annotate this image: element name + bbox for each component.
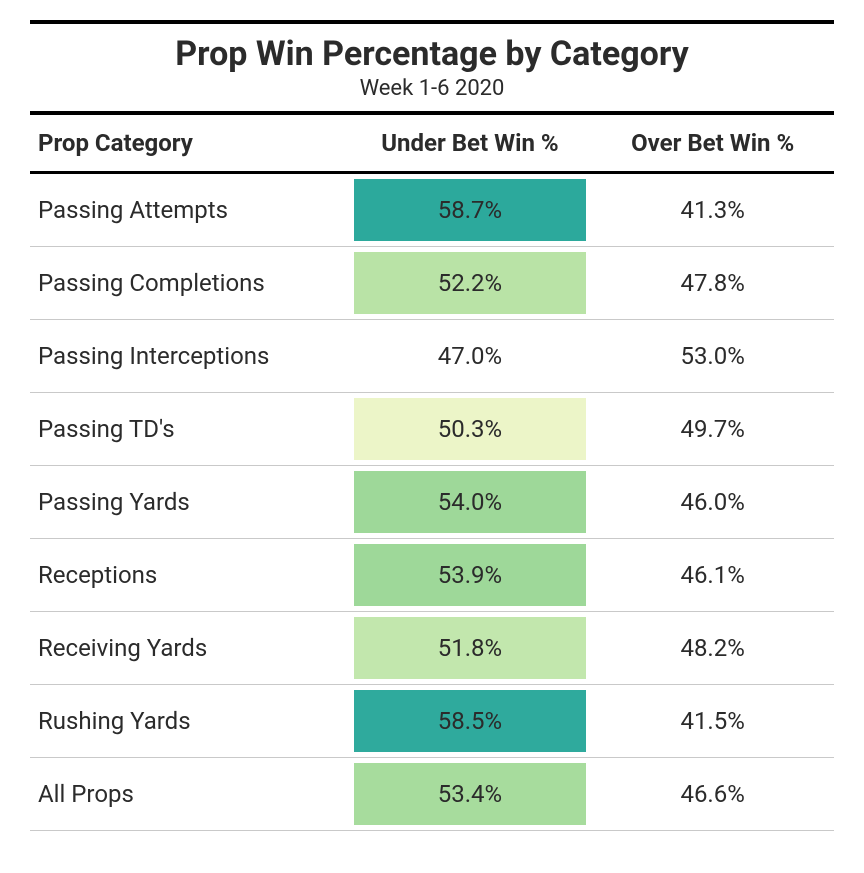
table-row: Passing Yards54.0%46.0%	[30, 466, 834, 539]
cell-over-value: 49.7%	[596, 398, 829, 460]
cell-under-value: 53.4%	[354, 763, 587, 825]
cell-under: 58.5%	[349, 685, 592, 758]
table-row: Rushing Yards58.5%41.5%	[30, 685, 834, 758]
cell-category: Passing Interceptions	[30, 320, 349, 393]
cell-over: 48.2%	[591, 612, 834, 685]
table-container: Prop Win Percentage by Category Week 1-6…	[0, 0, 864, 861]
cell-over-value: 41.3%	[596, 179, 829, 241]
cell-under: 58.7%	[349, 173, 592, 247]
cell-over-value: 46.6%	[596, 763, 829, 825]
cell-over: 49.7%	[591, 393, 834, 466]
cell-under-value: 58.7%	[354, 179, 587, 241]
cell-over: 46.6%	[591, 758, 834, 831]
table-row: Passing Completions52.2%47.8%	[30, 247, 834, 320]
cell-category: Passing TD's	[30, 393, 349, 466]
top-rule	[30, 20, 834, 24]
cell-under: 54.0%	[349, 466, 592, 539]
col-header-under: Under Bet Win %	[349, 113, 592, 173]
cell-over-value: 46.0%	[596, 471, 829, 533]
cell-over: 47.8%	[591, 247, 834, 320]
cell-over: 41.5%	[591, 685, 834, 758]
table-row: All Props53.4%46.6%	[30, 758, 834, 831]
cell-category: Receiving Yards	[30, 612, 349, 685]
cell-category: Passing Attempts	[30, 173, 349, 247]
cell-under-value: 54.0%	[354, 471, 587, 533]
cell-category: Rushing Yards	[30, 685, 349, 758]
table-row: Receptions53.9%46.1%	[30, 539, 834, 612]
cell-under-value: 47.0%	[354, 325, 587, 387]
cell-over-value: 53.0%	[596, 325, 829, 387]
header-row: Prop Category Under Bet Win % Over Bet W…	[30, 113, 834, 173]
cell-under: 53.4%	[349, 758, 592, 831]
cell-category: Receptions	[30, 539, 349, 612]
col-header-category: Prop Category	[30, 113, 349, 173]
cell-over-value: 41.5%	[596, 690, 829, 752]
cell-under: 50.3%	[349, 393, 592, 466]
cell-under-value: 51.8%	[354, 617, 587, 679]
table-body: Passing Attempts58.7%41.3%Passing Comple…	[30, 173, 834, 831]
cell-over: 53.0%	[591, 320, 834, 393]
cell-under: 51.8%	[349, 612, 592, 685]
cell-under: 52.2%	[349, 247, 592, 320]
cell-category: Passing Yards	[30, 466, 349, 539]
table-row: Passing Interceptions47.0%53.0%	[30, 320, 834, 393]
cell-under-value: 58.5%	[354, 690, 587, 752]
cell-over: 46.1%	[591, 539, 834, 612]
cell-over-value: 46.1%	[596, 544, 829, 606]
table-title: Prop Win Percentage by Category	[30, 34, 834, 74]
table-subtitle: Week 1-6 2020	[30, 76, 834, 101]
cell-under-value: 52.2%	[354, 252, 587, 314]
table-row: Passing TD's50.3%49.7%	[30, 393, 834, 466]
cell-over: 41.3%	[591, 173, 834, 247]
cell-under-value: 53.9%	[354, 544, 587, 606]
cell-over-value: 47.8%	[596, 252, 829, 314]
table-row: Receiving Yards51.8%48.2%	[30, 612, 834, 685]
cell-category: All Props	[30, 758, 349, 831]
table-row: Passing Attempts58.7%41.3%	[30, 173, 834, 247]
col-header-over: Over Bet Win %	[591, 113, 834, 173]
cell-under: 53.9%	[349, 539, 592, 612]
cell-under: 47.0%	[349, 320, 592, 393]
data-table: Prop Category Under Bet Win % Over Bet W…	[30, 111, 834, 831]
cell-under-value: 50.3%	[354, 398, 587, 460]
cell-over: 46.0%	[591, 466, 834, 539]
cell-over-value: 48.2%	[596, 617, 829, 679]
cell-category: Passing Completions	[30, 247, 349, 320]
